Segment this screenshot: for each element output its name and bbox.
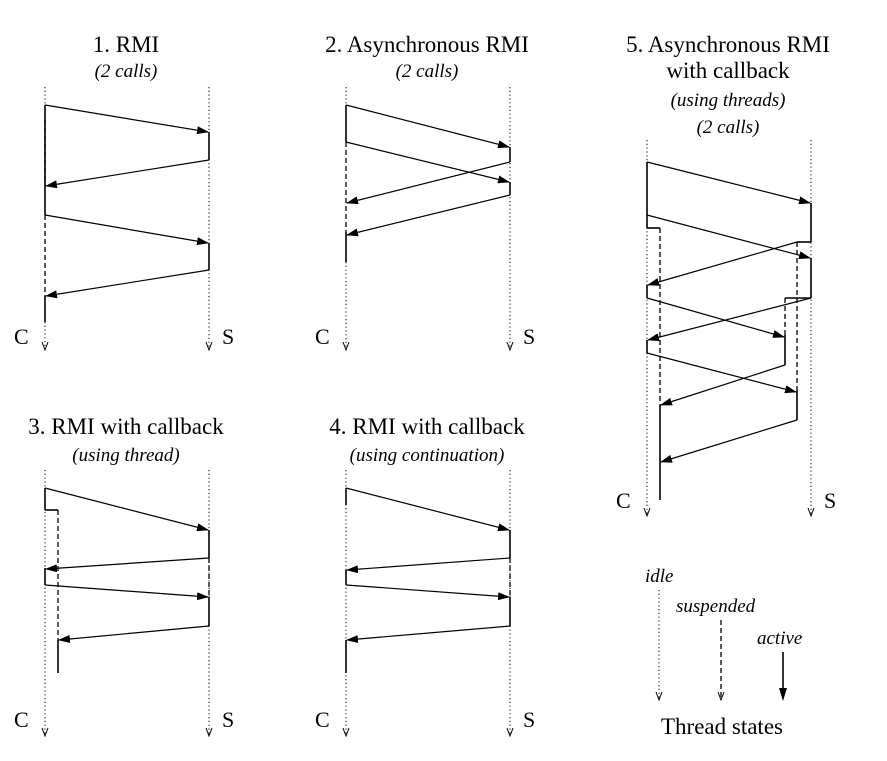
diagram-subtitle-line-2: (2 calls) [697, 117, 760, 138]
server-label: S [222, 324, 234, 349]
legend-suspended-label: suspended [676, 596, 756, 617]
call-message-arrow [44, 214, 209, 246]
diagram-rmi-callback-thread: 3. RMI with callback (using thread) C S [14, 414, 234, 738]
legend-idle-arrow [655, 691, 663, 702]
server-lifeline-arrow [205, 727, 213, 738]
diagram-subtitle: (2 calls) [396, 61, 459, 82]
diagram-subtitle: (2 calls) [95, 61, 158, 82]
callback-message-arrow [647, 297, 812, 342]
diagram-async-rmi-callback-threads: 5. Asynchronous RMI with callback (using… [616, 32, 836, 518]
reply-message-arrow [346, 625, 511, 644]
call-message-arrow [345, 141, 510, 184]
reply-message-arrow [346, 194, 511, 237]
callback-reply-arrow [646, 352, 797, 394]
legend-active-label: active [757, 628, 802, 649]
server-label: S [824, 488, 836, 513]
reply-message-arrow [660, 364, 786, 406]
call-message-arrow [345, 104, 510, 149]
diagram-title: 1. RMI [93, 32, 159, 57]
client-lifeline-arrow [342, 341, 350, 352]
client-lifeline-arrow [41, 341, 49, 352]
client-label: C [616, 488, 631, 513]
diagram-title: 2. Asynchronous RMI [325, 32, 529, 57]
call-message-arrow [44, 104, 209, 135]
client-label: C [14, 324, 29, 349]
client-label: C [14, 707, 29, 732]
client-lifeline-arrow [342, 727, 350, 738]
server-lifeline-arrow [807, 507, 815, 518]
callback-message-arrow [346, 557, 511, 574]
reply-message-arrow [346, 161, 511, 205]
reply-message-arrow [45, 159, 210, 189]
legend-title: Thread states [661, 714, 783, 739]
diagram-title: 5. Asynchronous RMI [626, 32, 830, 57]
callback-reply-arrow [44, 584, 209, 601]
diagram-title: 4. RMI with callback [329, 414, 525, 439]
server-label: S [222, 707, 234, 732]
callback-message-arrow [647, 241, 798, 286]
callback-message-arrow [45, 557, 210, 573]
legend-active-arrow [779, 688, 787, 701]
callback-reply-arrow [646, 297, 785, 338]
legend-suspended-arrow [717, 691, 725, 702]
callback-reply-arrow [345, 584, 510, 601]
reply-message-arrow [660, 419, 798, 463]
client-label: C [315, 324, 330, 349]
call-message-arrow [646, 161, 811, 205]
call-message-arrow [646, 214, 811, 260]
server-lifeline-arrow [506, 727, 514, 738]
diagram-subtitle: (using continuation) [350, 445, 505, 466]
client-label: C [315, 707, 330, 732]
diagram-subtitle: (using thread) [72, 445, 179, 466]
client-lifeline-arrow [41, 727, 49, 738]
server-lifeline-arrow [506, 341, 514, 352]
diagram-title: 3. RMI with callback [28, 414, 224, 439]
call-message-arrow [44, 487, 209, 532]
server-label: S [523, 324, 535, 349]
server-label: S [523, 707, 535, 732]
diagram-async-rmi: 2. Asynchronous RMI (2 calls) C S [315, 32, 535, 352]
reply-message-arrow [58, 625, 210, 643]
diagram-rmi-callback-continuation: 4. RMI with callback (using continuation… [315, 414, 535, 738]
thread-states-legend: idle suspended active Thread states [645, 566, 802, 739]
call-message-arrow [345, 487, 510, 532]
server-lifeline-arrow [205, 341, 213, 352]
diagram-rmi: 1. RMI (2 calls) C S [14, 32, 234, 352]
diagram-subtitle: (using threads) [671, 90, 786, 111]
legend-idle-label: idle [645, 566, 674, 587]
client-lifeline-arrow [643, 507, 651, 518]
diagram-title-line-2: with callback [666, 58, 790, 83]
reply-message-arrow [45, 269, 210, 299]
